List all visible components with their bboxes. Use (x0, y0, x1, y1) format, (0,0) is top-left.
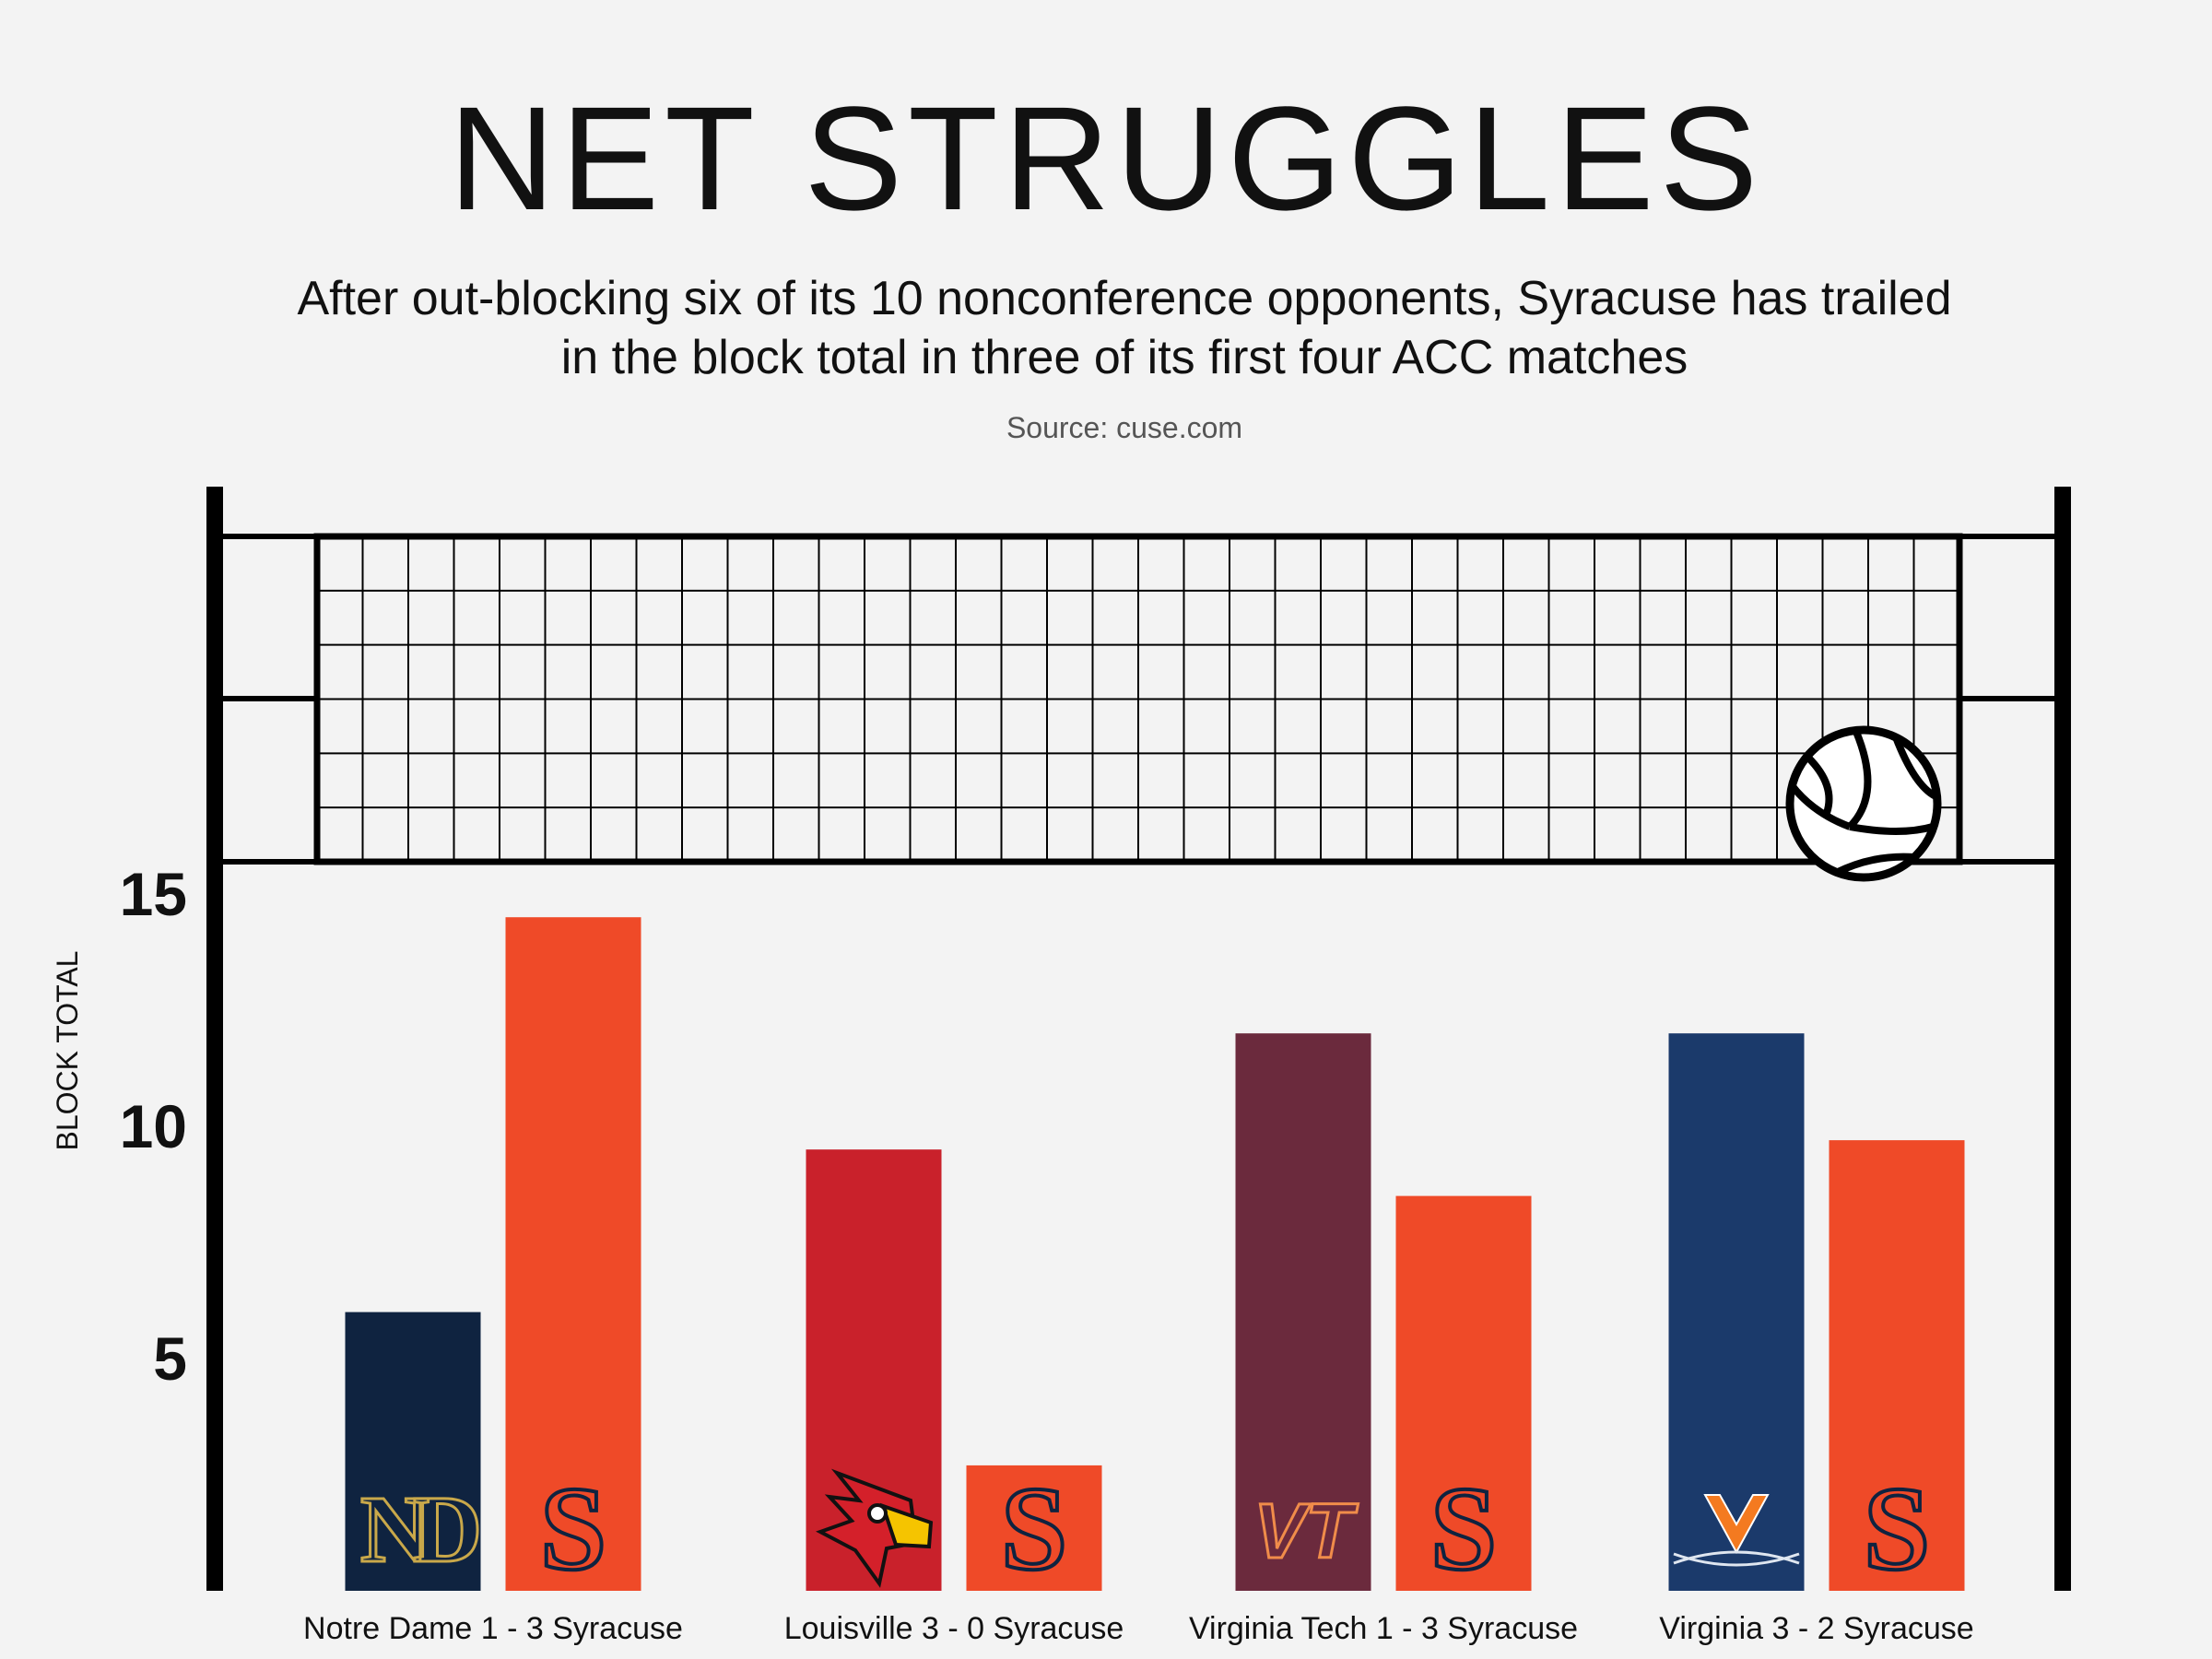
bar-syracuse (966, 1465, 1102, 1591)
bar-opponent (1235, 1033, 1371, 1591)
cardinal-beak-icon (879, 1502, 934, 1549)
bar-syracuse-3: S (1395, 1195, 1532, 1597)
y-tick-label: 5 (153, 1324, 187, 1393)
y-axis-title: BLOCK TOTAL (51, 951, 84, 1151)
bar-opponent-1: ND (345, 1312, 496, 1591)
syracuse-s-logo-icon: S (1001, 1463, 1067, 1595)
ball-seam (1847, 730, 1872, 830)
bar-opponent-3: VT (1235, 1033, 1371, 1591)
syracuse-s-logo-icon: S (1864, 1463, 1930, 1595)
chart-subtitle: After out-blocking six of its 10 nonconf… (297, 272, 1952, 384)
bar-syracuse-4: S (1829, 1140, 1965, 1597)
y-tick-label: 15 (120, 860, 187, 928)
bars: ND S S VT S S (345, 917, 1965, 1597)
bar-syracuse-1: S (505, 917, 641, 1597)
x-category-label: Notre Dame 1 - 3 Syracuse (303, 1611, 683, 1646)
ball-seam (1892, 735, 1938, 800)
ball-seam (1849, 823, 1935, 835)
ball-seam (1806, 755, 1833, 815)
bar-opponent (345, 1312, 481, 1591)
bar-opponent (1668, 1033, 1805, 1591)
bar-opponent-4 (1668, 1033, 1805, 1591)
bar-syracuse (505, 917, 641, 1591)
cardinal-eye-icon (867, 1503, 888, 1524)
x-category-label: Virginia Tech 1 - 3 Syracuse (1189, 1611, 1578, 1646)
volleyball-net (206, 487, 2071, 1591)
bar-syracuse-2: S (966, 1461, 1102, 1597)
x-category-label: Virginia 3 - 2 Syracuse (1659, 1611, 1973, 1646)
bar-syracuse (1829, 1140, 1965, 1591)
y-axis: 5 10 15 BLOCK TOTAL (51, 860, 187, 1393)
bar-opponent-2 (806, 1149, 942, 1591)
syracuse-s-logo-icon: S (1430, 1463, 1497, 1595)
x-category-label: Louisville 3 - 0 Syracuse (784, 1611, 1124, 1646)
ball-seam (1788, 782, 1852, 830)
y-tick-label: 10 (120, 1092, 187, 1160)
source-note: Source: cuse.com (1006, 411, 1243, 444)
vt-logo-icon: VT (1253, 1488, 1359, 1574)
syracuse-s-logo-icon: S (540, 1463, 606, 1595)
sabre-icon (1673, 1552, 1800, 1567)
bar-syracuse (1395, 1195, 1532, 1591)
net-band (313, 533, 1963, 865)
chart-title: NET STRUGGLES (448, 76, 1764, 241)
x-axis-labels: Notre Dame 1 - 3 Syracuse Louisville 3 - … (303, 1611, 1974, 1646)
ball-seam (1834, 853, 1915, 877)
volleyball-icon (1785, 725, 1942, 882)
notre-dame-logo-icon: ND (360, 1477, 478, 1583)
